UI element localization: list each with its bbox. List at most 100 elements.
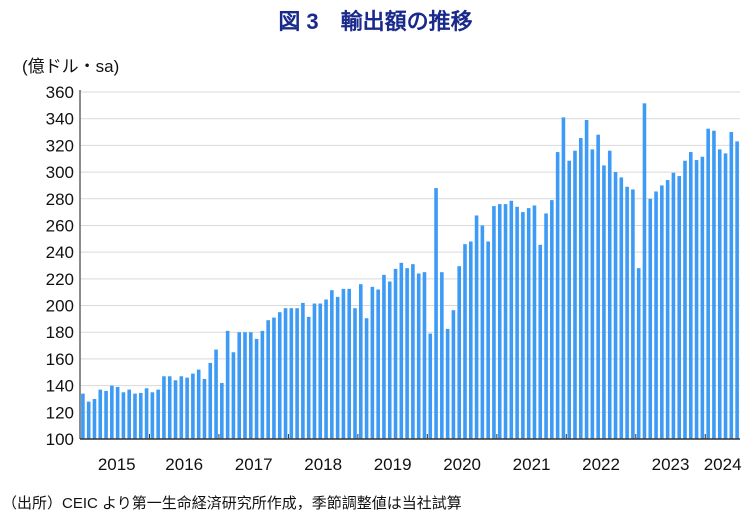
source-note: （出所）CEIC より第一生命経済研究所作成，季節調整値は当社試算 bbox=[2, 495, 462, 512]
y-tick-label: 260 bbox=[46, 216, 74, 235]
bar bbox=[86, 401, 91, 439]
x-tick-label: 2024 bbox=[704, 455, 742, 474]
bar bbox=[578, 138, 583, 439]
chart-title: 図 3 輸出額の推移 bbox=[278, 9, 473, 34]
x-tick-label: 2015 bbox=[98, 455, 136, 474]
bar bbox=[515, 206, 519, 439]
bar bbox=[150, 392, 155, 439]
bar bbox=[631, 189, 635, 439]
bar bbox=[688, 152, 693, 440]
bar bbox=[550, 200, 554, 439]
bar bbox=[677, 176, 682, 440]
bar bbox=[700, 156, 705, 439]
bar bbox=[625, 186, 629, 439]
bar bbox=[295, 308, 299, 439]
bar bbox=[480, 225, 485, 439]
bar bbox=[306, 316, 311, 439]
bar bbox=[387, 281, 392, 439]
bar bbox=[492, 206, 496, 439]
bar bbox=[654, 191, 658, 439]
bar bbox=[445, 328, 450, 439]
x-tick-label: 2021 bbox=[513, 455, 551, 474]
bar bbox=[474, 215, 479, 439]
bar bbox=[330, 290, 334, 439]
x-tick-label: 2020 bbox=[443, 455, 481, 474]
bar bbox=[335, 296, 340, 439]
bar bbox=[98, 389, 103, 439]
bar bbox=[555, 152, 560, 440]
bar bbox=[121, 392, 126, 439]
bar bbox=[538, 244, 543, 439]
bar bbox=[544, 213, 548, 439]
bar bbox=[167, 376, 172, 439]
bar bbox=[497, 204, 502, 439]
bar bbox=[364, 318, 369, 439]
bar bbox=[422, 272, 427, 439]
bar bbox=[173, 380, 178, 439]
x-tick-label: 2017 bbox=[235, 455, 273, 474]
bar bbox=[636, 268, 641, 439]
y-tick-label: 220 bbox=[46, 270, 74, 289]
bar bbox=[301, 302, 305, 439]
bar bbox=[399, 262, 404, 439]
bar bbox=[179, 376, 184, 439]
bar bbox=[92, 398, 97, 439]
bar bbox=[133, 393, 137, 439]
bar bbox=[220, 382, 224, 439]
bar bbox=[376, 289, 380, 439]
bar bbox=[202, 378, 207, 439]
bar bbox=[185, 377, 189, 439]
bar bbox=[532, 205, 537, 439]
bar bbox=[312, 303, 317, 439]
bar bbox=[509, 200, 514, 439]
x-tick-label: 2019 bbox=[374, 455, 412, 474]
bar bbox=[712, 130, 716, 439]
bar bbox=[717, 149, 722, 439]
bar bbox=[434, 188, 438, 439]
bar bbox=[115, 386, 120, 439]
bar bbox=[735, 141, 739, 439]
bar bbox=[243, 332, 247, 439]
y-tick-label: 160 bbox=[46, 350, 74, 369]
bar bbox=[440, 272, 444, 439]
bar bbox=[272, 317, 276, 439]
bar bbox=[214, 349, 218, 439]
bar bbox=[411, 264, 415, 439]
bar bbox=[561, 117, 566, 439]
bar bbox=[463, 244, 467, 439]
bar bbox=[665, 180, 670, 440]
bar bbox=[573, 150, 577, 439]
bar bbox=[567, 160, 572, 439]
x-tick-label: 2018 bbox=[304, 455, 342, 474]
bar bbox=[607, 150, 612, 439]
bar bbox=[468, 241, 473, 439]
bar bbox=[341, 288, 346, 439]
bar bbox=[613, 172, 618, 440]
y-tick-label: 120 bbox=[46, 403, 74, 422]
bar bbox=[127, 389, 132, 439]
bar bbox=[660, 185, 664, 439]
bar bbox=[225, 330, 230, 439]
bar bbox=[729, 132, 734, 440]
bar bbox=[254, 338, 259, 439]
bar bbox=[289, 308, 294, 439]
bar bbox=[590, 149, 595, 439]
x-tick-label: 2023 bbox=[652, 455, 690, 474]
bar bbox=[347, 288, 352, 439]
y-tick-label: 200 bbox=[46, 297, 74, 316]
bar bbox=[277, 312, 282, 439]
bar bbox=[602, 165, 606, 439]
y-tick-label: 140 bbox=[46, 377, 74, 396]
bar bbox=[231, 352, 236, 439]
bar bbox=[104, 390, 108, 439]
bar bbox=[266, 320, 270, 439]
bar bbox=[584, 120, 589, 440]
bar bbox=[683, 160, 687, 439]
bar bbox=[283, 308, 288, 439]
bar bbox=[723, 153, 728, 439]
bar bbox=[416, 273, 421, 439]
bar bbox=[648, 198, 653, 439]
bar bbox=[370, 286, 375, 439]
bar bbox=[110, 385, 114, 439]
y-tick-label: 100 bbox=[46, 430, 74, 449]
